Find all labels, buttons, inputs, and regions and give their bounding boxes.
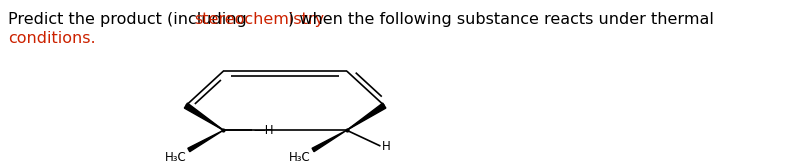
Polygon shape [312, 130, 347, 152]
Polygon shape [185, 103, 224, 130]
Text: H₃C: H₃C [165, 151, 187, 164]
Polygon shape [188, 130, 224, 152]
Text: ) when the following substance reacts under thermal: ) when the following substance reacts un… [288, 12, 714, 27]
Polygon shape [347, 103, 386, 130]
Text: H₃C: H₃C [289, 151, 311, 164]
Text: Predict the product (including: Predict the product (including [8, 12, 252, 27]
Text: conditions.: conditions. [8, 31, 96, 46]
Text: stereochemistry: stereochemistry [194, 12, 325, 27]
Text: H: H [382, 140, 391, 152]
Text: —H: —H [254, 124, 274, 137]
